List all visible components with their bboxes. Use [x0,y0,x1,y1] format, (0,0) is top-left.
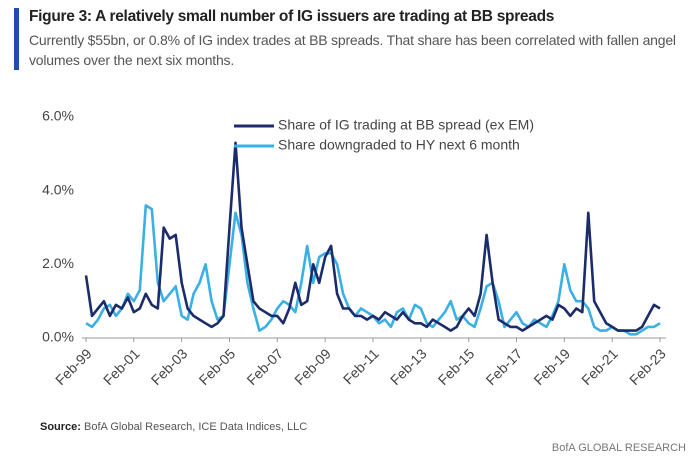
chart-subtitle: Currently $55bn, or 0.8% of IG index tra… [29,32,676,68]
x-tick-label: Feb-01 [100,345,143,388]
x-tick-label: Feb-07 [243,345,286,388]
x-tick-label: Feb-15 [435,345,478,388]
x-tick-label: Feb-03 [148,345,191,388]
x-tick-label: Feb-99 [52,345,95,388]
brand: BofA GLOBAL RESEARCH [551,442,686,454]
header: Figure 3: A relatively small number of I… [14,8,700,70]
x-tick-label: Feb-17 [483,345,526,388]
y-tick-label: 0.0% [42,329,74,345]
chart-title: Figure 3: A relatively small number of I… [29,8,555,25]
y-tick-label: 6.0% [42,108,74,124]
x-tick-label: Feb-21 [578,345,621,388]
x-tick-label: Feb-11 [340,345,382,387]
y-tick-label: 4.0% [42,181,74,197]
source: Source: BofA Global Research, ICE Data I… [40,421,307,433]
x-tick-label: Feb-09 [291,345,334,388]
legend-label: Share of IG trading at BB spread (ex EM) [278,117,534,133]
source-text: BofA Global Research, ICE Data Indices, … [84,421,308,433]
y-tick-label: 2.0% [42,255,74,271]
x-tick-label: Feb-13 [387,345,430,388]
legend-label: Share downgraded to HY next 6 month [278,137,520,153]
source-label: Source: [40,421,81,433]
x-tick-label: Feb-05 [196,345,239,388]
x-tick-label: Feb-19 [530,345,573,388]
series-line [84,141,661,332]
x-tick-label: Feb-23 [626,345,669,388]
